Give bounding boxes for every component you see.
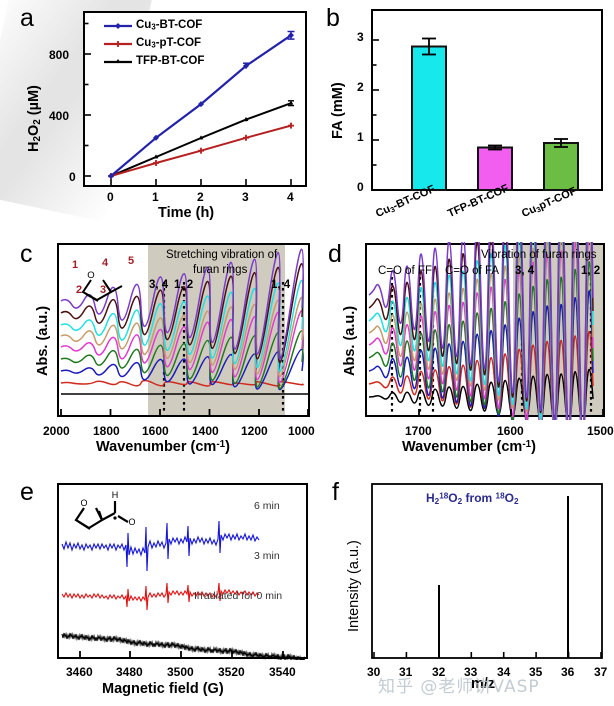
panel-c-region-label-line2: furan rings bbox=[193, 264, 248, 276]
svg-text:O: O bbox=[80, 498, 87, 508]
panel-f-x-axis-title: m/z bbox=[471, 676, 496, 692]
panel-d-label: d bbox=[328, 240, 342, 268]
panel-f-xtick-34: 34 bbox=[497, 665, 511, 679]
panel-d-x-axis-title: Wavenumber (cm-1) bbox=[402, 439, 536, 456]
panel-a-ytick-400: 400 bbox=[49, 109, 70, 123]
panel-a-xtick-3: 3 bbox=[242, 190, 249, 204]
panel-d-marker-label-34: 3, 4 bbox=[515, 265, 535, 277]
panel-a-xtick-4: 4 bbox=[287, 190, 294, 204]
panel-a-ytick-800: 800 bbox=[49, 48, 70, 62]
panel-c-marker-label-34: 3, 4 bbox=[149, 279, 169, 291]
panel-d-annotation-co-fa: C=O of FA bbox=[445, 265, 500, 277]
svg-text:H: H bbox=[112, 490, 119, 500]
panel-b-ytick-0: 0 bbox=[357, 180, 364, 194]
panel-c-region-label-line1: Stretching vibration of bbox=[166, 249, 278, 261]
panel-b-ytick-2: 2 bbox=[357, 80, 364, 94]
panel-c-xtick-1600: 1600 bbox=[142, 424, 169, 438]
panel-e-xtick-3540: 3540 bbox=[269, 665, 296, 679]
panel-d-xtick-1700: 1700 bbox=[405, 424, 432, 438]
panel-d-annotation-co-ff: C=O of FF bbox=[378, 265, 432, 277]
panel-b-bar-cu3-bt-cof bbox=[411, 37, 447, 191]
panel-f-xtick-37: 37 bbox=[594, 665, 608, 679]
panel-e-xtick-3500: 3500 bbox=[167, 665, 194, 679]
panel-f-xtick-35: 35 bbox=[529, 665, 543, 679]
watermark: 知乎 @老师讲VASP bbox=[378, 677, 540, 697]
panel-e-xtick-3460: 3460 bbox=[66, 665, 93, 679]
panel-e-trace-6min bbox=[61, 520, 260, 572]
panel-a-x-axis-title: Time (h) bbox=[158, 205, 215, 221]
panel-c-label: c bbox=[20, 240, 33, 268]
panel-b-ytick-3: 3 bbox=[357, 30, 364, 44]
panel-c-xtick-2000: 2000 bbox=[43, 424, 70, 438]
panel-c-x-axis-title: Wavenumber (cm-1) bbox=[96, 439, 230, 456]
panel-e-xtick-3480: 3480 bbox=[116, 665, 143, 679]
panel-c: c Abs. (a.u.) bbox=[18, 234, 315, 458]
panel-e-trace-label-0min: Irradiated for 0 min bbox=[194, 590, 283, 602]
panel-e-inset-furfural-radical bbox=[74, 501, 129, 530]
panel-b-bar-tfp-bt-cof bbox=[477, 144, 513, 191]
panel-d-marker-label-12: 1, 2 bbox=[581, 265, 601, 277]
panel-b-y-axis-title: FA (mM) bbox=[330, 82, 346, 139]
panel-a-legend-label-cu3-bt-cof: Cu3-BT-COF bbox=[136, 19, 203, 32]
panel-f-label: f bbox=[332, 478, 339, 506]
panel-c-xtick-1400: 1400 bbox=[192, 424, 219, 438]
panel-c-xtick-1000: 1000 bbox=[288, 424, 315, 438]
panel-e-trace-label-3min: 3 min bbox=[254, 550, 280, 562]
panel-d-xtick-1600: 1600 bbox=[497, 424, 524, 438]
panel-d-xtick-1500: 1500 bbox=[587, 424, 614, 438]
panel-f-xtick-33: 33 bbox=[464, 665, 478, 679]
panel-c-xtick-1200: 1200 bbox=[241, 424, 268, 438]
panel-c-xtick-1800: 1800 bbox=[93, 424, 120, 438]
panel-a-label: a bbox=[20, 4, 34, 32]
panel-b: b FA (mM) 3 2 1 0 bbox=[316, 4, 608, 220]
panel-e: e O bbox=[18, 462, 310, 706]
panel-f: f Intensity (a.u.) H218O2 from 18O2 30 3… bbox=[316, 462, 608, 706]
panel-a-xtick-2: 2 bbox=[197, 190, 204, 204]
panel-e-label: e bbox=[20, 478, 34, 506]
panel-e-radical-dot bbox=[113, 516, 117, 520]
panel-b-bar-cu3-pt-cof bbox=[543, 138, 579, 191]
panel-a-legend-label-tfp-bt-cof: TFP-BT-COF bbox=[136, 55, 205, 67]
panel-e-x-axis-title: Magnetic field (G) bbox=[102, 681, 224, 697]
panel-a: a H2O2 (µM) 800 400 0 bbox=[18, 4, 310, 221]
panel-a-legend-label-cu3-pt-cof: Cu3-pT-COF bbox=[136, 37, 202, 50]
panel-f-xtick-32: 32 bbox=[432, 665, 446, 679]
panel-a-ytick-0: 0 bbox=[69, 170, 76, 184]
panel-b-label: b bbox=[326, 4, 340, 32]
panel-a-series-cu3-bt-cof bbox=[108, 30, 295, 179]
panel-d-y-axis-title: Abs. (a.u.) bbox=[342, 305, 358, 376]
panel-c-inset-furan-ring bbox=[81, 279, 123, 302]
panel-c-marker-label-12: 1, 2 bbox=[174, 279, 194, 291]
panel-e-trace-label-6min: 6 min bbox=[254, 500, 280, 512]
panel-c-inset-atom-3: 3 bbox=[100, 284, 107, 296]
panel-f-y-axis-title: Intensity (a.u.) bbox=[346, 540, 362, 632]
svg-text:O: O bbox=[87, 270, 94, 281]
panel-d: d Abs. (a.u.) bbox=[316, 234, 614, 458]
panel-a-y-axis-title: H2O2 (µM) bbox=[26, 85, 44, 152]
panel-f-xtick-36: 36 bbox=[561, 665, 575, 679]
panel-c-y-axis-title: Abs. (a.u.) bbox=[35, 305, 51, 376]
panel-c-inset-atom-5: 5 bbox=[128, 255, 135, 267]
panel-c-inset-atom-4: 4 bbox=[102, 257, 109, 269]
panel-a-xtick-1: 1 bbox=[152, 190, 159, 204]
panel-e-xtick-3520: 3520 bbox=[218, 665, 245, 679]
panel-c-inset-atom-1: 1 bbox=[72, 259, 79, 271]
panel-a-legend-marks bbox=[104, 23, 132, 64]
panel-c-inset-atom-2: 2 bbox=[76, 284, 83, 296]
panel-f-xtick-31: 31 bbox=[399, 665, 413, 679]
panel-a-xtick-0: 0 bbox=[107, 190, 114, 204]
svg-text:O: O bbox=[128, 517, 135, 527]
panel-f-xtick-30: 30 bbox=[367, 665, 381, 679]
panel-f-annotation: H218O2 from 18O2 bbox=[426, 491, 519, 506]
panel-e-trace-3min bbox=[61, 582, 260, 611]
panel-e-trace-0min bbox=[61, 631, 305, 660]
panel-c-marker-label-14: 1, 4 bbox=[271, 279, 291, 291]
panel-d-region-label: Vibration of furan rings bbox=[481, 249, 597, 261]
panel-b-ytick-1: 1 bbox=[357, 130, 364, 144]
